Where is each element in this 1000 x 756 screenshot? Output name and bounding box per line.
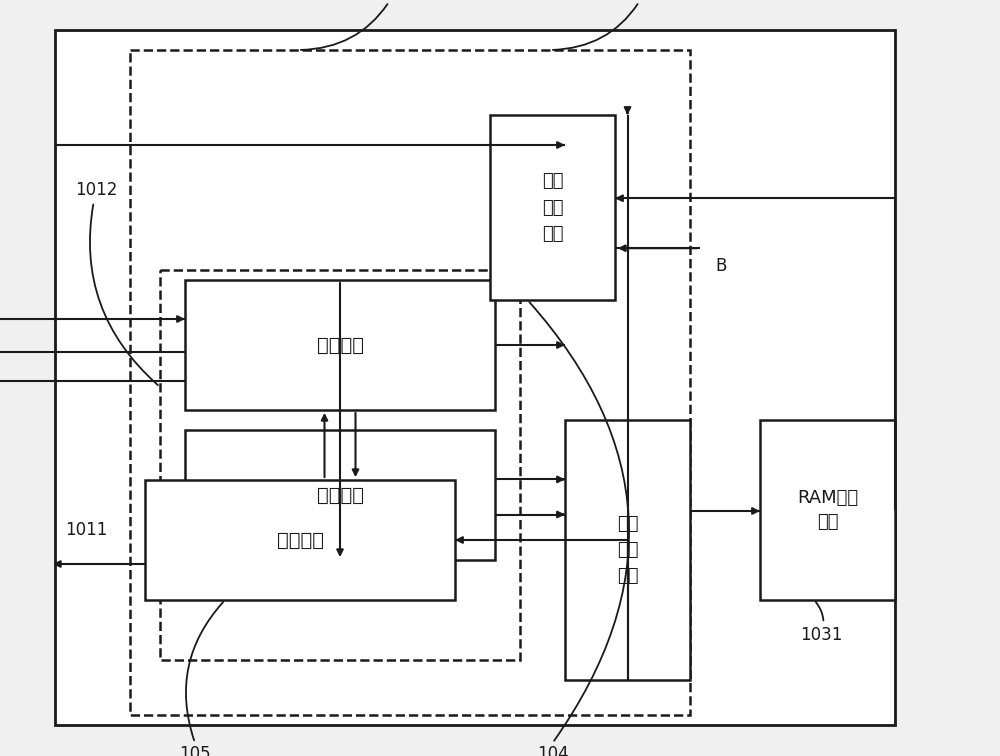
Bar bbox=[130, 50, 690, 715]
Bar bbox=[160, 270, 520, 660]
Bar bbox=[55, 30, 895, 725]
Text: 1011: 1011 bbox=[65, 521, 107, 539]
Text: 104: 104 bbox=[537, 745, 568, 756]
Text: 102: 102 bbox=[553, 0, 662, 50]
Text: 接收模块: 接收模块 bbox=[276, 531, 324, 550]
Bar bbox=[145, 480, 455, 600]
Bar bbox=[760, 420, 895, 600]
Text: 发送单元: 发送单元 bbox=[316, 485, 364, 504]
Bar bbox=[565, 420, 690, 680]
Text: 第一
选择
模块: 第一 选择 模块 bbox=[617, 515, 638, 585]
Bar bbox=[185, 430, 495, 560]
Bar bbox=[185, 280, 495, 410]
Text: RAM存储
模块: RAM存储 模块 bbox=[797, 488, 858, 531]
Bar bbox=[490, 115, 615, 300]
Text: 101: 101 bbox=[301, 0, 412, 50]
Text: B: B bbox=[715, 257, 726, 275]
Text: 1031: 1031 bbox=[800, 602, 842, 644]
Text: 处理单元: 处理单元 bbox=[316, 336, 364, 355]
Text: 第二
选择
模块: 第二 选择 模块 bbox=[542, 172, 563, 243]
Text: 105: 105 bbox=[179, 745, 211, 756]
Text: 1012: 1012 bbox=[75, 181, 158, 385]
